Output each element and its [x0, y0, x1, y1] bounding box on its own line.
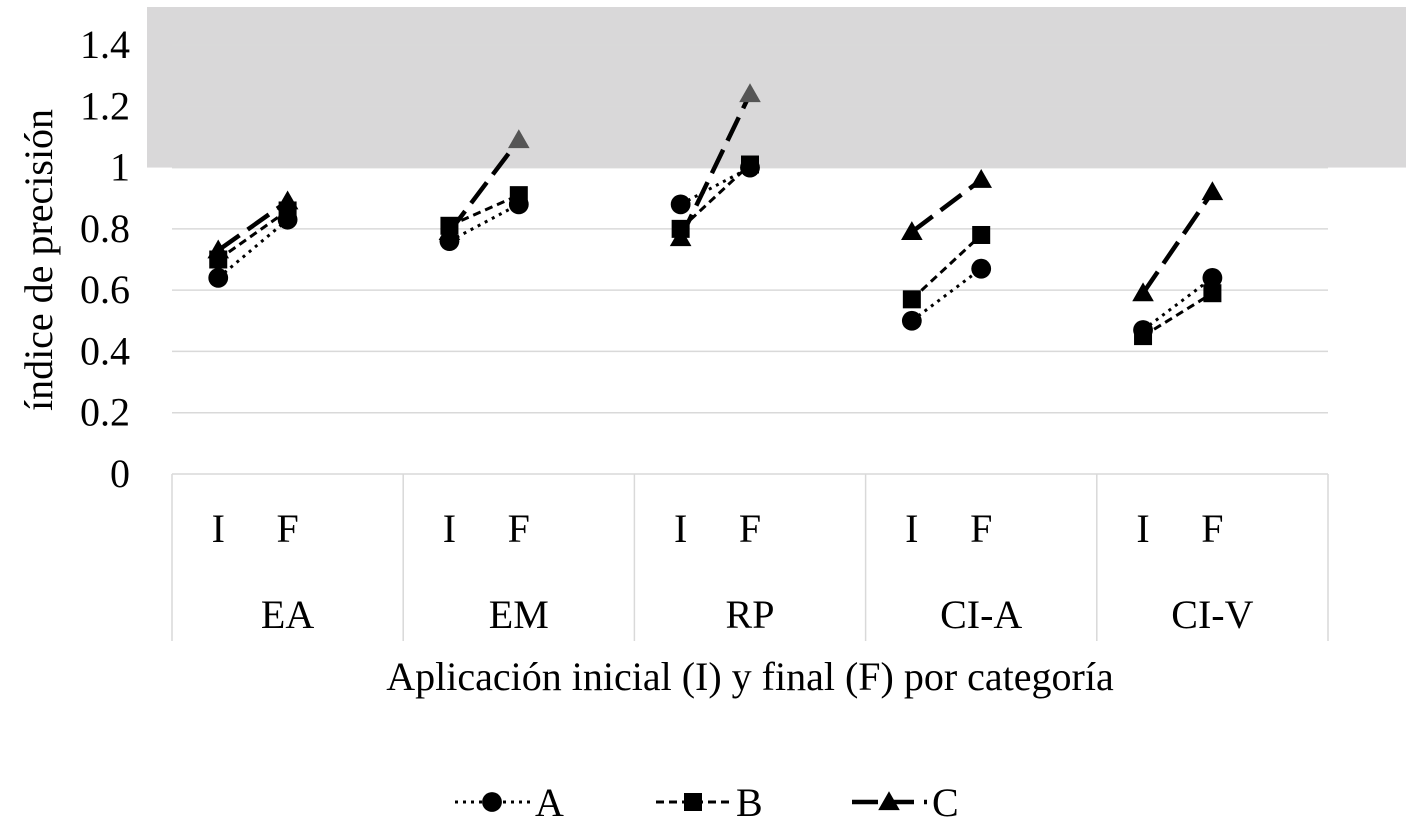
y-tick-label: 0.2	[80, 390, 130, 435]
sublabel-I: I	[443, 506, 456, 551]
marker-square	[509, 186, 528, 205]
y-axis-title: índice de precisión	[16, 109, 61, 411]
marker-square	[741, 155, 759, 174]
category-labels: I F EA I F EM I F RP I F CI-A I F CI-V	[212, 506, 1254, 637]
marker-circle	[670, 194, 691, 215]
marker-circle	[901, 310, 922, 331]
shaded-region-layer	[147, 7, 1406, 168]
legend-item-C: C	[852, 780, 959, 822]
marker-triangle	[207, 239, 230, 259]
series-line	[447, 138, 521, 234]
legend-item-A: A	[455, 780, 564, 822]
sublabel-F: F	[739, 506, 761, 551]
y-tick-label: 1.2	[80, 83, 130, 128]
marker-triangle	[438, 221, 461, 241]
y-tick-label: 0.4	[80, 328, 130, 373]
series-line	[216, 199, 289, 253]
sublabel-I: I	[674, 506, 687, 551]
series-C	[207, 83, 1224, 302]
group-label: CI-A	[940, 592, 1022, 637]
group-label: CI-V	[1171, 592, 1253, 637]
series-line	[448, 203, 520, 243]
marker-triangle	[276, 190, 299, 210]
series-line	[1142, 276, 1214, 332]
group-label: RP	[726, 592, 775, 637]
marker-circle	[971, 258, 992, 279]
category-axis-frame	[171, 474, 1329, 641]
legend-label: B	[736, 780, 763, 822]
marker-triangle	[1132, 282, 1154, 302]
series-B	[209, 155, 1222, 346]
y-tick-label: 0.6	[80, 267, 130, 312]
marker-circle	[208, 267, 229, 288]
marker-triangle	[1201, 181, 1224, 201]
marker-triangle	[901, 221, 923, 241]
y-tick-labels: 0 0.2 0.4 0.6 0.8 1 1.2 1.4	[80, 22, 130, 496]
series-line	[1141, 190, 1215, 295]
legend-label: C	[932, 780, 959, 822]
series-line	[678, 93, 753, 240]
legend-label: A	[535, 780, 564, 822]
sublabel-I: I	[1136, 506, 1149, 551]
group-label: EA	[261, 592, 314, 637]
sublabel-F: F	[508, 506, 530, 551]
marker-square	[902, 290, 921, 309]
series-layer	[207, 83, 1224, 346]
sublabel-F: F	[1201, 506, 1223, 551]
legend-item-B: B	[656, 780, 763, 822]
sublabel-F: F	[276, 506, 298, 551]
sublabel-I: I	[905, 506, 918, 551]
marker-triangle	[878, 791, 900, 811]
legend: A B C	[455, 780, 959, 822]
marker-triangle	[739, 83, 761, 103]
series-line	[910, 178, 983, 234]
marker-square	[1203, 284, 1222, 303]
series-line	[217, 209, 289, 261]
sublabel-I: I	[212, 506, 225, 551]
x-axis-title: Aplicación inicial (I) y final (F) por c…	[386, 654, 1114, 699]
marker-square	[684, 793, 702, 811]
marker-triangle	[669, 227, 692, 247]
marker-circle	[482, 792, 502, 812]
y-tick-label: 1.4	[80, 22, 130, 67]
marker-square	[972, 225, 991, 244]
y-tick-label: 1	[110, 145, 130, 190]
sublabel-F: F	[970, 506, 992, 551]
series-line	[1142, 291, 1214, 338]
marker-triangle	[508, 129, 530, 149]
marker-circle	[1202, 267, 1223, 288]
marker-square	[1134, 327, 1153, 346]
marker-triangle	[970, 169, 992, 188]
series-line	[910, 267, 983, 322]
y-tick-label: 0	[110, 451, 130, 496]
series-A	[208, 157, 1223, 340]
y-tick-label: 0.8	[80, 206, 130, 251]
group-label: EM	[489, 592, 549, 637]
series-line	[910, 233, 983, 301]
shaded-region	[147, 7, 1406, 168]
